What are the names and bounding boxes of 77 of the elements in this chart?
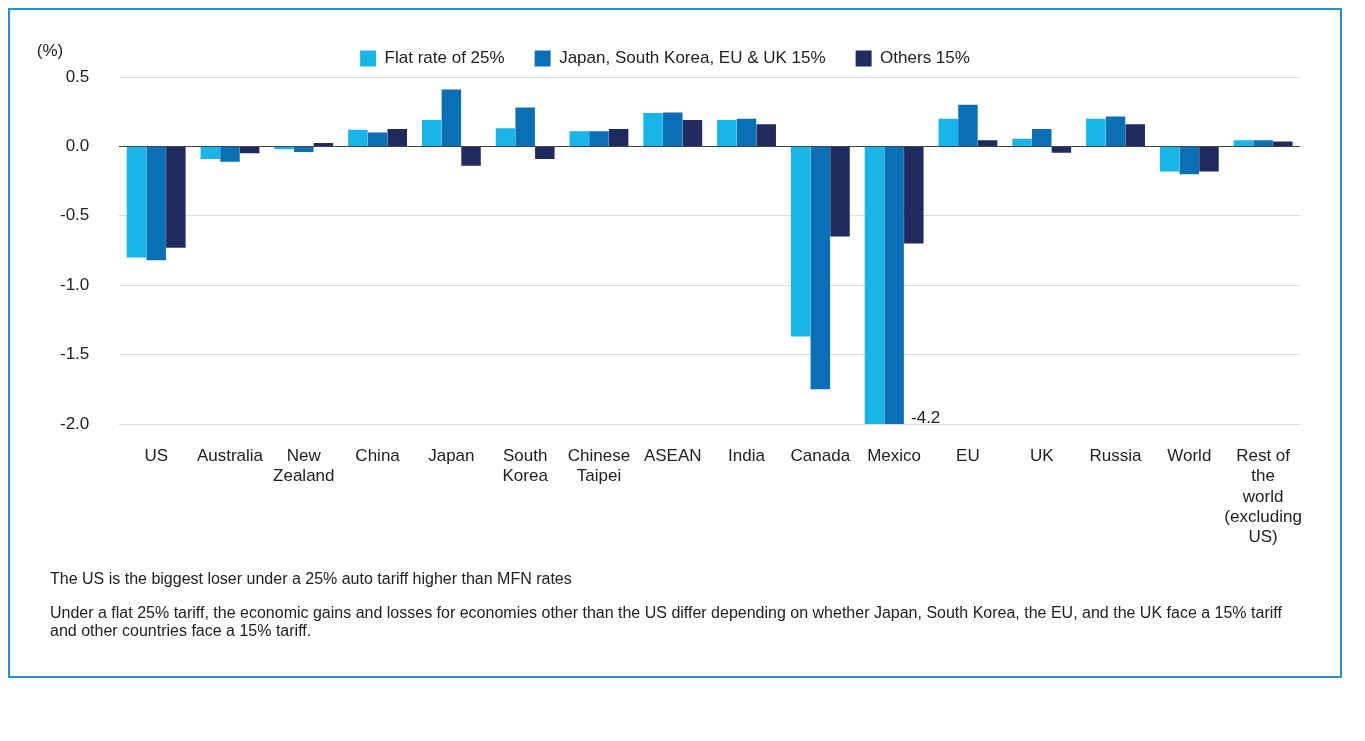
x-tick-label: Russia <box>1089 445 1143 465</box>
bar <box>535 146 555 159</box>
bar <box>608 129 629 146</box>
bar <box>589 131 609 146</box>
y-axis-title: (%) <box>36 40 64 60</box>
bar <box>1273 141 1293 146</box>
x-tick-label: Rest of the world (excluding US) <box>1224 445 1302 547</box>
bar <box>294 146 314 152</box>
bar <box>126 146 147 258</box>
bar <box>348 129 368 146</box>
x-tick-label: EU <box>956 445 980 465</box>
bar <box>166 146 186 248</box>
y-tick-label: -0.5 <box>60 205 90 225</box>
bar <box>1253 140 1273 146</box>
bar <box>864 146 885 424</box>
bar <box>367 132 388 146</box>
x-tick-label: ASEAN <box>643 445 702 465</box>
text: Under a flat 25% tariff, the economic gains and losses for economies other than the US differ depending on whether Japan, South Korea, the EU, and the UK face a 15% tariff and other countries face a 15% tariff. <box>50 604 1283 640</box>
bar <box>904 146 924 244</box>
bar <box>274 146 294 150</box>
bar <box>830 146 850 237</box>
legend-label: Japan, South Korea, EU & UK 15% <box>559 48 826 68</box>
bar <box>977 140 998 146</box>
bar <box>1086 118 1106 146</box>
y-tick-label: -1.5 <box>60 344 90 364</box>
bar <box>682 120 703 146</box>
x-tick-label: South Korea <box>502 445 549 486</box>
bar <box>200 146 221 159</box>
bar <box>515 107 535 146</box>
bar <box>1031 129 1052 146</box>
legend-label: Flat rate of 25% <box>384 48 505 68</box>
bar <box>1125 124 1145 146</box>
bar <box>220 146 240 162</box>
bar <box>1012 138 1032 146</box>
bar <box>1233 140 1254 146</box>
bar <box>1179 146 1200 175</box>
y-tick-label: -1.0 <box>60 274 90 294</box>
y-tick-label: -2.0 <box>60 413 90 433</box>
x-tick-label: Chinese Taipei <box>567 445 631 486</box>
bar <box>441 89 462 146</box>
x-tick-label: UK <box>1029 445 1055 465</box>
bar <box>938 118 958 146</box>
bar <box>569 131 590 146</box>
bar <box>1105 116 1126 146</box>
bar <box>756 124 776 146</box>
bar <box>387 129 407 146</box>
x-tick-label: India <box>728 445 766 465</box>
bar <box>421 120 442 146</box>
annotation: -4.2 <box>911 407 941 427</box>
x-tick-label: China <box>355 445 401 465</box>
y-tick-label: 0.0 <box>65 136 90 156</box>
bar <box>1159 146 1180 172</box>
bar <box>958 104 978 146</box>
bar <box>313 142 334 146</box>
x-tick-label: World <box>1167 445 1212 465</box>
bar <box>736 118 757 146</box>
y-tick-label: 0.5 <box>65 66 90 86</box>
x-tick-label: New Zealand <box>273 445 335 486</box>
x-tick-label: Canada <box>790 445 851 465</box>
bar <box>1051 146 1072 153</box>
bar <box>1199 146 1219 172</box>
bar <box>790 146 811 337</box>
bar <box>884 146 904 424</box>
x-tick-label: Australia <box>196 445 264 465</box>
bar <box>461 146 481 166</box>
x-tick-label: Mexico <box>867 445 922 465</box>
x-tick-label: US <box>144 445 168 465</box>
bar <box>810 146 831 390</box>
bar <box>146 146 166 261</box>
bar <box>239 146 260 154</box>
bar <box>495 128 516 146</box>
legend-label: Others 15% <box>880 48 970 68</box>
x-tick-label: Japan <box>428 445 475 465</box>
bar <box>663 112 683 146</box>
bar <box>717 120 737 146</box>
bar <box>643 113 663 146</box>
text: The US is the biggest loser under a 25% auto tariff higher than MFN rates <box>50 570 573 588</box>
